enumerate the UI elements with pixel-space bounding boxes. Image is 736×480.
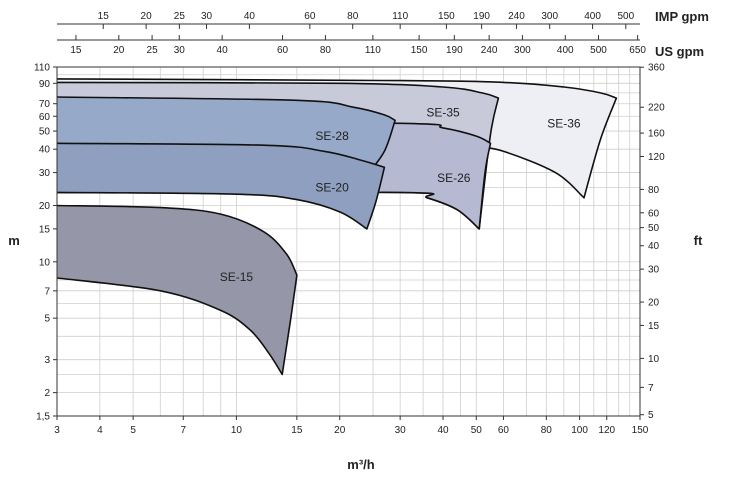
y-tick-label: 3 xyxy=(44,355,50,366)
y-tick-label: 20 xyxy=(39,201,51,212)
imp-gpm-tick-label: 20 xyxy=(141,11,153,22)
x-axis-label: m³/h xyxy=(347,457,375,472)
us-gpm-label: US gpm xyxy=(655,44,704,59)
imp-gpm-tick-label: 15 xyxy=(98,11,110,22)
imp-gpm-tick-label: 500 xyxy=(617,11,634,22)
y-tick-label: 110 xyxy=(34,63,50,74)
us-gpm-tick-label: 190 xyxy=(446,45,463,56)
imp-gpm-tick-label: 25 xyxy=(174,11,186,22)
y-tick-label: 50 xyxy=(39,127,51,138)
ft-tick-label: 10 xyxy=(648,354,660,365)
us-gpm-tick-label: 15 xyxy=(70,45,82,56)
x-tick-label: 150 xyxy=(632,425,649,436)
us-gpm-tick-label: 110 xyxy=(365,45,381,56)
imp-gpm-tick-label: 190 xyxy=(473,11,490,22)
series-regions xyxy=(56,78,618,376)
us-gpm-tick-label: 80 xyxy=(320,45,332,56)
imp-gpm-tick-label: 150 xyxy=(438,11,455,22)
x-tick-label: 15 xyxy=(291,425,303,436)
us-gpm-tick-label: 40 xyxy=(217,45,229,56)
us-gpm-tick-label: 650 xyxy=(629,45,646,56)
x-tick-label: 10 xyxy=(231,425,243,436)
ft-tick-label: 5 xyxy=(648,410,654,421)
x-tick-label: 5 xyxy=(130,425,136,436)
y-tick-label: 30 xyxy=(39,168,51,179)
x-tick-label: 30 xyxy=(395,425,407,436)
us-gpm-axis: 15 20 25 30 40 60 80 110 150 190 240 300 400 500 650 xyxy=(57,35,646,56)
imp-gpm-tick-label: 30 xyxy=(201,11,213,22)
x-tick-label: 120 xyxy=(598,425,615,436)
y-tick-label: 70 xyxy=(39,99,51,110)
region-label-se-36: SE-36 xyxy=(547,116,581,130)
ft-tick-label: 60 xyxy=(648,208,660,219)
x-tick-label: 80 xyxy=(541,425,553,436)
imp-gpm-axis: 15 20 25 30 40 60 80 110 150 190 240 300 400 500 xyxy=(57,11,640,29)
y-tick-label: 2 xyxy=(44,388,50,399)
region-se-15-curve xyxy=(56,204,298,376)
plot-frame xyxy=(56,66,641,417)
ft-tick-label: 360 xyxy=(648,63,665,74)
y-tick-label: 90 xyxy=(39,79,51,90)
us-gpm-tick-label: 20 xyxy=(113,45,125,56)
region-label-se-20: SE-20 xyxy=(315,180,349,194)
us-gpm-tick-label: 150 xyxy=(411,45,428,56)
us-gpm-tick-label: 300 xyxy=(514,45,531,56)
region-se-20-curve xyxy=(56,142,386,230)
x-tick-label: 40 xyxy=(437,425,449,436)
ft-tick-label: 40 xyxy=(648,241,660,252)
ft-tick-label: 80 xyxy=(648,185,660,196)
y-axis-label: m xyxy=(8,233,20,248)
y-tick-label: 5 xyxy=(44,314,50,325)
ft-tick-label: 30 xyxy=(648,265,660,276)
plot-area: SE-36 SE-35 SE-28 SE-26 SE-20 SE-15 xyxy=(56,66,641,417)
ft-tick-label: 160 xyxy=(648,129,665,140)
x-tick-label: 50 xyxy=(471,425,483,436)
y-axis-left: 1,5 2 3 5 7 10 15 20 30 40 50 60 70 90 110 xyxy=(34,63,57,423)
x-tick-label: 3 xyxy=(54,425,60,436)
y-axis-right-ft: 5 7 10 15 20 30 40 50 60 80 120 160 220 360 xyxy=(640,63,665,421)
imp-gpm-tick-label: 110 xyxy=(392,11,408,22)
region-se-20-fill xyxy=(57,143,385,229)
x-axis: 3 4 5 7 10 15 20 30 40 50 60 80 100 120 150 xyxy=(54,416,649,436)
y-tick-label: 7 xyxy=(44,286,50,297)
y-tick-label: 10 xyxy=(39,257,51,268)
x-tick-label: 20 xyxy=(334,425,346,436)
ft-tick-label: 220 xyxy=(648,103,665,114)
us-gpm-tick-label: 240 xyxy=(481,45,498,56)
imp-gpm-label: IMP gpm xyxy=(655,9,709,24)
x-tick-label: 60 xyxy=(498,425,510,436)
region-se-26-curve xyxy=(56,119,492,230)
ft-tick-label: 20 xyxy=(648,298,660,309)
region-label-se-15: SE-15 xyxy=(220,270,254,284)
region-label-se-35: SE-35 xyxy=(426,105,460,119)
y-tick-label: 40 xyxy=(39,145,51,156)
us-gpm-tick-label: 25 xyxy=(147,45,159,56)
x-tick-label: 100 xyxy=(571,425,588,436)
x-tick-label: 7 xyxy=(180,425,186,436)
ft-tick-label: 50 xyxy=(648,223,660,234)
y-tick-label: 15 xyxy=(39,224,51,235)
y-tick-label: 1,5 xyxy=(36,412,50,423)
region-label-se-26: SE-26 xyxy=(437,171,471,185)
imp-gpm-tick-label: 300 xyxy=(541,11,558,22)
imp-gpm-tick-label: 80 xyxy=(347,11,359,22)
ft-tick-label: 120 xyxy=(648,152,665,163)
imp-gpm-tick-label: 240 xyxy=(508,11,525,22)
region-label-se-28: SE-28 xyxy=(315,129,349,143)
y-axis-right-label: ft xyxy=(694,233,703,248)
imp-gpm-tick-label: 40 xyxy=(244,11,256,22)
x-tick-label: 4 xyxy=(97,425,103,436)
y-tick-label: 60 xyxy=(39,112,51,123)
us-gpm-tick-label: 500 xyxy=(590,45,607,56)
us-gpm-tick-label: 400 xyxy=(557,45,574,56)
us-gpm-tick-label: 60 xyxy=(277,45,289,56)
imp-gpm-tick-label: 400 xyxy=(584,11,601,22)
ft-tick-label: 15 xyxy=(648,321,660,332)
region-labels: SE-36 SE-35 SE-28 SE-26 SE-20 SE-15 xyxy=(220,105,581,284)
region-se-15-fill xyxy=(57,205,297,375)
ft-tick-label: 7 xyxy=(648,383,654,394)
imp-gpm-tick-label: 60 xyxy=(304,11,316,22)
us-gpm-tick-label: 30 xyxy=(174,45,186,56)
